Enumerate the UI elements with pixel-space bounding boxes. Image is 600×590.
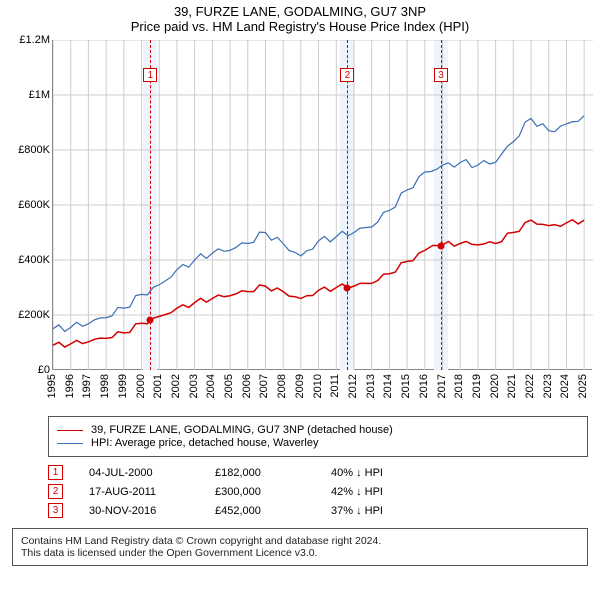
x-tick-label: 2024 — [559, 374, 571, 398]
x-tick-label: 2017 — [436, 374, 448, 398]
event-row: 2 17-AUG-2011 £300,000 42% ↓ HPI — [48, 484, 588, 499]
x-tick-label: 1996 — [64, 374, 76, 398]
event-date: 30-NOV-2016 — [89, 505, 189, 517]
x-tick-label: 2016 — [418, 374, 430, 398]
x-tick-label: 2006 — [241, 374, 253, 398]
x-tick-label: 2014 — [382, 374, 394, 398]
legend-swatch — [57, 443, 83, 444]
x-tick-label: 1995 — [46, 374, 58, 398]
event-vline — [347, 40, 348, 370]
footer-line-2: This data is licensed under the Open Gov… — [21, 547, 579, 559]
event-price: £300,000 — [215, 486, 305, 498]
event-dot — [147, 316, 154, 323]
plot-svg — [53, 40, 593, 370]
x-tick-label: 2009 — [294, 374, 306, 398]
y-tick-label: £800K — [18, 144, 50, 156]
event-date: 17-AUG-2011 — [89, 486, 189, 498]
legend: 39, FURZE LANE, GODALMING, GU7 3NP (deta… — [48, 416, 588, 457]
y-tick-label: £1M — [29, 89, 50, 101]
event-row: 1 04-JUL-2000 £182,000 40% ↓ HPI — [48, 465, 588, 480]
event-dot — [438, 242, 445, 249]
x-tick-label: 2007 — [258, 374, 270, 398]
chart-area: £0£200K£400K£600K£800K£1M£1.2M 123 19951… — [4, 40, 596, 410]
legend-label: HPI: Average price, detached house, Wave… — [91, 437, 318, 449]
y-tick-label: £400K — [18, 254, 50, 266]
event-date: 04-JUL-2000 — [89, 467, 189, 479]
x-tick-label: 2022 — [524, 374, 536, 398]
x-tick-label: 2004 — [205, 374, 217, 398]
x-tick-label: 2021 — [506, 374, 518, 398]
y-axis: £0£200K£400K£600K£800K£1M£1.2M — [4, 40, 52, 370]
x-tick-label: 2018 — [453, 374, 465, 398]
chart-title: 39, FURZE LANE, GODALMING, GU7 3NP — [0, 0, 600, 19]
event-dot — [344, 284, 351, 291]
event-row: 3 30-NOV-2016 £452,000 37% ↓ HPI — [48, 503, 588, 518]
event-vline — [441, 40, 442, 370]
x-tick-label: 2008 — [276, 374, 288, 398]
footer-license: Contains HM Land Registry data © Crown c… — [12, 528, 588, 566]
x-tick-label: 2001 — [152, 374, 164, 398]
x-tick-label: 1997 — [81, 374, 93, 398]
event-price: £182,000 — [215, 467, 305, 479]
x-tick-label: 1998 — [99, 374, 111, 398]
legend-label: 39, FURZE LANE, GODALMING, GU7 3NP (deta… — [91, 424, 393, 436]
x-tick-label: 2003 — [188, 374, 200, 398]
events-table: 1 04-JUL-2000 £182,000 40% ↓ HPI 2 17-AUG-201… — [48, 465, 588, 518]
event-delta: 37% ↓ HPI — [331, 505, 383, 517]
x-tick-label: 2000 — [135, 374, 147, 398]
event-marker-box: 2 — [340, 68, 354, 82]
event-marker-box: 1 — [143, 68, 157, 82]
x-tick-label: 2010 — [312, 374, 324, 398]
x-tick-label: 2005 — [223, 374, 235, 398]
x-tick-label: 2011 — [329, 374, 341, 398]
x-tick-label: 2019 — [471, 374, 483, 398]
x-axis: 1995199619971998199920002001200220032004… — [52, 372, 592, 412]
event-delta: 42% ↓ HPI — [331, 486, 383, 498]
event-number-box: 2 — [48, 484, 63, 499]
y-tick-label: £200K — [18, 309, 50, 321]
x-tick-label: 1999 — [117, 374, 129, 398]
legend-item: HPI: Average price, detached house, Wave… — [57, 437, 579, 449]
x-tick-label: 2020 — [489, 374, 501, 398]
footer-line-1: Contains HM Land Registry data © Crown c… — [21, 535, 579, 547]
event-delta: 40% ↓ HPI — [331, 467, 383, 479]
x-tick-label: 2002 — [170, 374, 182, 398]
chart-subtitle: Price paid vs. HM Land Registry's House … — [0, 19, 600, 40]
y-tick-label: £600K — [18, 199, 50, 211]
legend-swatch — [57, 430, 83, 431]
event-number-box: 3 — [48, 503, 63, 518]
event-marker-box: 3 — [434, 68, 448, 82]
x-tick-label: 2013 — [365, 374, 377, 398]
plot-area: 1 2 3 — [52, 40, 592, 370]
x-tick-label: 2023 — [542, 374, 554, 398]
event-number-box: 1 — [48, 465, 63, 480]
x-tick-label: 2025 — [577, 374, 589, 398]
y-tick-label: £1.2M — [19, 34, 50, 46]
event-price: £452,000 — [215, 505, 305, 517]
x-tick-label: 2012 — [347, 374, 359, 398]
x-tick-label: 2015 — [400, 374, 412, 398]
legend-item: 39, FURZE LANE, GODALMING, GU7 3NP (deta… — [57, 424, 579, 436]
